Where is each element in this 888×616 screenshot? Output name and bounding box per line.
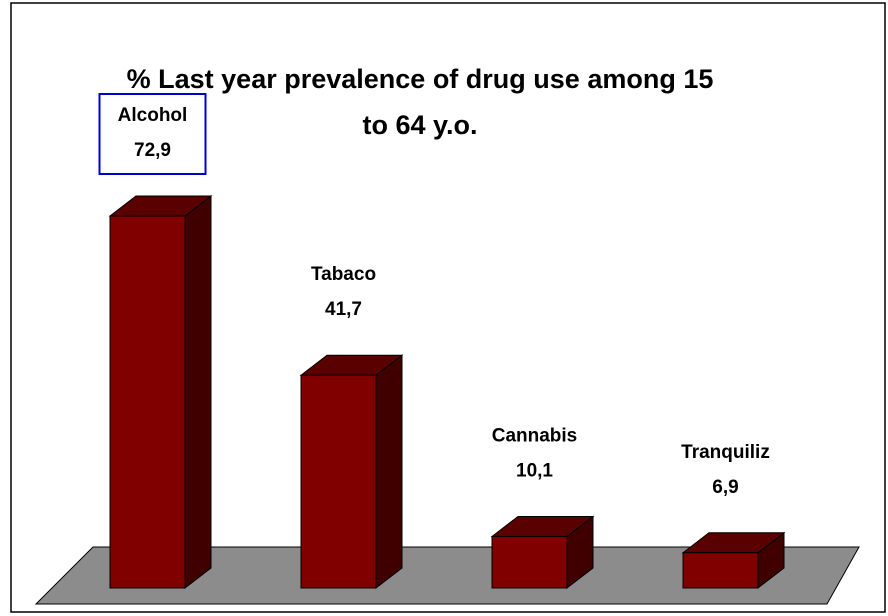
category-label-tranquiliz: Tranquiliz xyxy=(681,442,770,463)
bar-front-alcohol xyxy=(109,215,186,589)
chart-title-line-1: % Last year prevalence of drug use among… xyxy=(127,64,714,94)
bar-cannabis xyxy=(490,515,595,590)
bar-alcohol xyxy=(108,194,213,590)
bar-front-tranquiliz xyxy=(682,552,759,589)
value-label-cannabis: 10,1 xyxy=(516,460,553,481)
chart-floor xyxy=(34,546,860,605)
bar-series xyxy=(108,194,786,590)
bar-side-tabaco xyxy=(375,354,403,590)
data-labels: Alcohol 72,9 Tabaco 41,7 Cannabis 10,1 Tranqui… xyxy=(98,93,770,498)
value-label-alcohol: 72,9 xyxy=(134,140,171,161)
bar-front-tabaco xyxy=(300,374,377,589)
highlight-box-alcohol xyxy=(98,93,207,175)
value-label-tabaco: 41,7 xyxy=(325,299,362,320)
chart-title-line-2: to 64 y.o. xyxy=(362,110,477,140)
bar-side-alcohol xyxy=(184,194,212,590)
bar-front-cannabis xyxy=(491,535,568,589)
category-label-alcohol: Alcohol xyxy=(118,105,188,126)
value-label-tranquiliz: 6,9 xyxy=(712,477,738,498)
category-label-tabaco: Tabaco xyxy=(311,264,376,285)
category-label-cannabis: Cannabis xyxy=(492,425,578,446)
bar-tabaco xyxy=(299,354,404,590)
bar-tranquiliz xyxy=(681,531,786,590)
